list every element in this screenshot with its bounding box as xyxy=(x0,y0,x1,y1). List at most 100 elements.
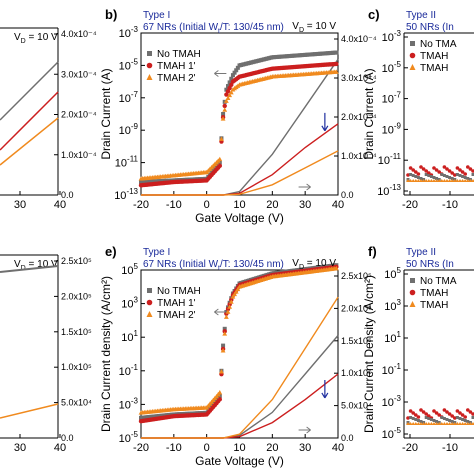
data-point xyxy=(455,416,459,419)
y2-tick-label: 2.0x10⁻⁴ xyxy=(341,112,377,122)
panel-d-partial: 30 40 2.5x10⁵ 2.0x10⁵ 1.5x10⁵ 1.0x10⁵ 5.0x10⁴ 0… xyxy=(0,254,92,454)
data-point xyxy=(414,413,418,417)
x-tick-label: 30 xyxy=(14,199,26,211)
data-point xyxy=(442,179,447,182)
condition-label: VD = 10 V xyxy=(292,21,336,34)
y-tick-label: 105 xyxy=(384,266,401,281)
data-point xyxy=(442,408,447,412)
legend-marker xyxy=(409,301,416,307)
data-point xyxy=(450,177,454,180)
data-point xyxy=(406,422,410,425)
data-point xyxy=(220,348,226,353)
y2-tick-label: 1.0x10⁵ xyxy=(341,368,372,378)
linear-series-line xyxy=(0,265,59,273)
data-point xyxy=(471,412,474,416)
data-point xyxy=(334,50,339,55)
y-axis-label: Drain Current (A) xyxy=(362,68,376,159)
legend-marker xyxy=(410,278,415,283)
y-tick-label: 105 xyxy=(121,262,138,277)
data-point xyxy=(421,167,426,171)
y2-tick-label: 0.0 xyxy=(341,190,354,200)
y-tick-label: 10-1 xyxy=(382,362,402,377)
data-point xyxy=(458,168,462,172)
data-point xyxy=(432,179,436,182)
data-point xyxy=(450,414,455,418)
data-point xyxy=(411,422,416,425)
data-point xyxy=(424,169,429,173)
data-point xyxy=(223,314,229,319)
data-point xyxy=(445,179,449,182)
y2-tick-label: 5.0x10⁴ xyxy=(61,398,92,408)
data-point xyxy=(408,409,413,413)
data-point xyxy=(221,112,226,116)
legend-label: TMAH xyxy=(420,63,448,74)
data-point xyxy=(437,413,442,417)
data-point xyxy=(429,175,433,178)
data-point xyxy=(448,419,452,422)
y-tick-label: 10-3 xyxy=(119,396,139,411)
data-point xyxy=(222,326,227,331)
data-point xyxy=(429,422,434,425)
chart-subtitle: 50 NRs (In xyxy=(406,259,454,270)
data-point xyxy=(414,170,418,174)
y2-tick-label: 2.0x10⁵ xyxy=(341,303,372,313)
legend-label: TMAH 1' xyxy=(157,61,196,72)
panel-a-partial: 30 40 4.0x10⁻⁴ 3.0x10⁻⁴ 2.0x10⁻⁴ 1.0x10⁻⁴ 0.0 V… xyxy=(0,27,97,211)
y-tick-label: 101 xyxy=(121,329,138,344)
y2-tick-label: 1.0x10⁻⁴ xyxy=(341,151,377,161)
data-point xyxy=(447,412,452,416)
data-point xyxy=(230,73,235,78)
data-point xyxy=(465,179,470,182)
chart-title: Type I xyxy=(143,10,170,21)
panel-label: b) xyxy=(105,7,117,22)
data-point xyxy=(427,174,431,177)
data-point xyxy=(458,179,462,182)
y2-tick-label: 2.0x10⁻⁴ xyxy=(61,110,97,120)
data-point xyxy=(439,179,444,182)
data-point xyxy=(445,175,449,178)
legend-marker xyxy=(410,41,415,46)
left-arrow xyxy=(214,70,227,77)
data-point xyxy=(416,172,421,176)
data-point xyxy=(217,163,222,169)
data-point xyxy=(426,422,431,425)
x-axis-label: Gate Voltage (V) xyxy=(195,454,284,468)
data-point xyxy=(411,168,416,172)
data-point xyxy=(455,179,460,182)
data-point xyxy=(419,420,423,423)
data-point xyxy=(437,170,442,174)
data-point xyxy=(421,410,426,414)
y-tick-label: 10-13 xyxy=(377,183,401,198)
linear-series-line xyxy=(0,117,59,166)
data-point xyxy=(217,390,223,395)
data-point xyxy=(445,422,449,425)
legend-label: No TMA xyxy=(420,39,457,50)
x-axis-label: Gate Voltage (V) xyxy=(195,211,284,225)
data-point xyxy=(453,173,457,177)
condition-label: VD = 10 V xyxy=(292,258,336,271)
data-point xyxy=(229,82,234,88)
y-tick-label: 10-3 xyxy=(119,25,139,40)
data-point xyxy=(432,176,436,179)
y2-tick-label: 3.0x10⁻⁴ xyxy=(61,69,97,79)
data-point xyxy=(421,179,426,182)
data-point xyxy=(408,422,413,425)
data-point xyxy=(432,409,436,413)
x-tick-label: 30 xyxy=(14,442,26,454)
y2-tick-label: 2.5x10⁵ xyxy=(341,271,372,281)
y-tick-label: 10-13 xyxy=(114,187,138,202)
y-tick-label: 10-5 xyxy=(119,430,139,445)
data-point xyxy=(445,410,449,414)
data-point xyxy=(466,165,470,169)
x-tick-label: -20 xyxy=(133,442,149,454)
data-point xyxy=(465,422,470,425)
chart-subtitle: 50 NRs (In xyxy=(406,22,454,33)
data-point xyxy=(452,422,457,425)
data-point xyxy=(429,418,433,421)
x-tick-label: 30 xyxy=(299,199,311,211)
data-point xyxy=(463,179,468,182)
x-tick-label: -10 xyxy=(166,199,182,211)
y-tick-label: 101 xyxy=(384,330,401,345)
